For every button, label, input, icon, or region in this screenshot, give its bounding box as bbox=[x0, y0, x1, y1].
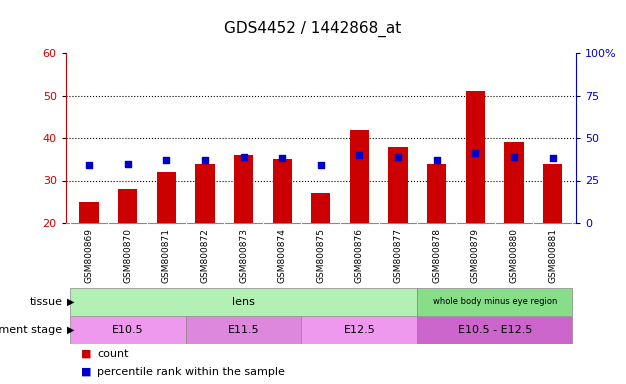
Text: lens: lens bbox=[232, 297, 255, 307]
Text: ■: ■ bbox=[81, 349, 92, 359]
Point bbox=[84, 162, 94, 168]
Text: whole body minus eye region: whole body minus eye region bbox=[433, 298, 557, 306]
Point bbox=[239, 154, 249, 160]
Bar bbox=[466, 91, 485, 223]
Bar bbox=[302, 316, 418, 344]
Text: GSM800880: GSM800880 bbox=[510, 228, 518, 283]
Point bbox=[277, 155, 287, 161]
Text: count: count bbox=[97, 349, 128, 359]
Text: GSM800878: GSM800878 bbox=[433, 228, 441, 283]
Point bbox=[470, 150, 480, 156]
Text: GSM800870: GSM800870 bbox=[123, 228, 132, 283]
Bar bbox=[156, 172, 176, 223]
Text: E12.5: E12.5 bbox=[344, 325, 376, 335]
Bar bbox=[389, 147, 408, 223]
Text: ▶: ▶ bbox=[67, 297, 74, 307]
Bar bbox=[543, 164, 562, 223]
Text: ■: ■ bbox=[81, 367, 92, 377]
Bar bbox=[80, 202, 98, 223]
Point bbox=[123, 161, 133, 167]
Text: GSM800876: GSM800876 bbox=[355, 228, 364, 283]
Text: GSM800872: GSM800872 bbox=[200, 228, 209, 283]
Point bbox=[548, 155, 558, 161]
Bar bbox=[195, 164, 215, 223]
Point bbox=[316, 162, 326, 168]
Text: E10.5 - E12.5: E10.5 - E12.5 bbox=[458, 325, 532, 335]
Text: E11.5: E11.5 bbox=[228, 325, 259, 335]
Bar bbox=[69, 316, 185, 344]
Bar bbox=[350, 129, 369, 223]
Bar bbox=[418, 316, 572, 344]
Bar bbox=[505, 142, 524, 223]
Text: GSM800869: GSM800869 bbox=[85, 228, 93, 283]
Text: development stage: development stage bbox=[0, 325, 63, 335]
Text: tissue: tissue bbox=[29, 297, 63, 307]
Point bbox=[200, 157, 210, 163]
Bar bbox=[311, 193, 331, 223]
Text: GSM800877: GSM800877 bbox=[394, 228, 403, 283]
Point bbox=[393, 154, 403, 160]
Point bbox=[509, 154, 519, 160]
Bar bbox=[272, 159, 292, 223]
Text: GDS4452 / 1442868_at: GDS4452 / 1442868_at bbox=[224, 20, 402, 36]
Text: ▶: ▶ bbox=[67, 325, 74, 335]
Bar bbox=[427, 164, 446, 223]
Bar bbox=[418, 288, 572, 316]
Text: E10.5: E10.5 bbox=[112, 325, 143, 335]
Point bbox=[432, 157, 442, 163]
Bar bbox=[234, 155, 253, 223]
Text: GSM800881: GSM800881 bbox=[548, 228, 557, 283]
Point bbox=[354, 152, 364, 158]
Bar bbox=[69, 288, 418, 316]
Bar bbox=[185, 316, 302, 344]
Text: GSM800879: GSM800879 bbox=[471, 228, 480, 283]
Text: GSM800875: GSM800875 bbox=[316, 228, 326, 283]
Point bbox=[162, 157, 172, 163]
Bar bbox=[118, 189, 137, 223]
Text: GSM800871: GSM800871 bbox=[162, 228, 171, 283]
Text: percentile rank within the sample: percentile rank within the sample bbox=[97, 367, 285, 377]
Text: GSM800874: GSM800874 bbox=[278, 228, 287, 283]
Text: GSM800873: GSM800873 bbox=[239, 228, 248, 283]
